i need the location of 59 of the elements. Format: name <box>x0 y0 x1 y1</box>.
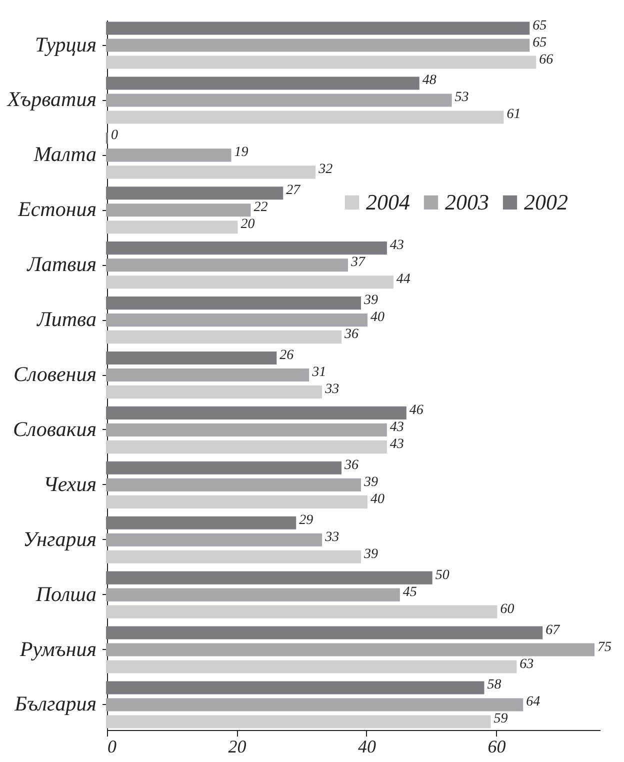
y-tick-label: Полша <box>34 582 96 606</box>
data-label: 27 <box>286 183 302 198</box>
data-label: 53 <box>454 90 469 106</box>
data-label: 20 <box>240 217 255 232</box>
data-label: 19 <box>234 145 248 160</box>
y-tick-label: Турция <box>35 32 96 56</box>
data-label: 0 <box>111 128 118 144</box>
data-label: 37 <box>350 255 366 270</box>
data-label: 22 <box>254 200 268 216</box>
data-label: 64 <box>526 694 540 710</box>
data-label: 26 <box>280 348 294 363</box>
y-tick-label: Латвия <box>26 252 96 276</box>
data-label: 65 <box>532 18 547 34</box>
data-label: 33 <box>324 382 340 398</box>
x-tick-label: 0 <box>108 736 116 756</box>
legend-label: 2003 <box>445 189 489 214</box>
data-label: 65 <box>532 35 547 50</box>
y-tick-label: Естония <box>17 197 96 222</box>
data-label: 46 <box>409 402 424 418</box>
data-label: 43 <box>390 436 404 452</box>
y-tick-label: Хърватия <box>6 87 96 112</box>
data-label: 67 <box>546 622 561 638</box>
data-label: 60 <box>500 602 514 617</box>
data-label: 43 <box>390 238 404 254</box>
data-label: 36 <box>344 458 359 473</box>
y-tick-label: Румъния <box>18 636 96 661</box>
y-tick-label: Литва <box>36 307 96 332</box>
data-label: 39 <box>362 474 378 490</box>
data-label: 50 <box>435 568 450 583</box>
data-label: 43 <box>390 420 404 435</box>
data-label: 63 <box>520 656 534 672</box>
legend-label: 2002 <box>524 189 568 214</box>
data-label: 36 <box>344 327 359 342</box>
data-label: 39 <box>362 546 378 562</box>
y-tick-label: Унгария <box>23 526 96 551</box>
y-tick-label: България <box>14 692 96 716</box>
data-label: 58 <box>487 678 502 693</box>
data-label: 48 <box>422 73 436 88</box>
data-label: 40 <box>370 492 384 507</box>
y-tick-label: Словакия <box>13 416 96 441</box>
data-label: 31 <box>311 365 326 380</box>
data-label: 66 <box>539 52 554 68</box>
legend-label: 2004 <box>366 189 410 214</box>
y-tick-label: Чехия <box>43 472 96 496</box>
data-label: 39 <box>362 293 378 308</box>
data-label: 40 <box>370 310 384 326</box>
data-label: 61 <box>506 107 521 122</box>
data-label: 29 <box>299 512 314 528</box>
data-label: 45 <box>402 584 417 600</box>
y-tick-label: Словения <box>13 362 96 386</box>
data-label: 59 <box>494 712 508 727</box>
data-label: 32 <box>318 162 333 178</box>
x-tick-label: 40 <box>358 736 376 756</box>
data-label: 33 <box>324 530 340 545</box>
y-tick-label: Малта <box>32 142 96 166</box>
data-label: 44 <box>396 272 410 288</box>
x-tick-label: 20 <box>228 736 246 756</box>
x-tick-label: 60 <box>488 736 506 756</box>
data-label: 75 <box>598 640 612 655</box>
